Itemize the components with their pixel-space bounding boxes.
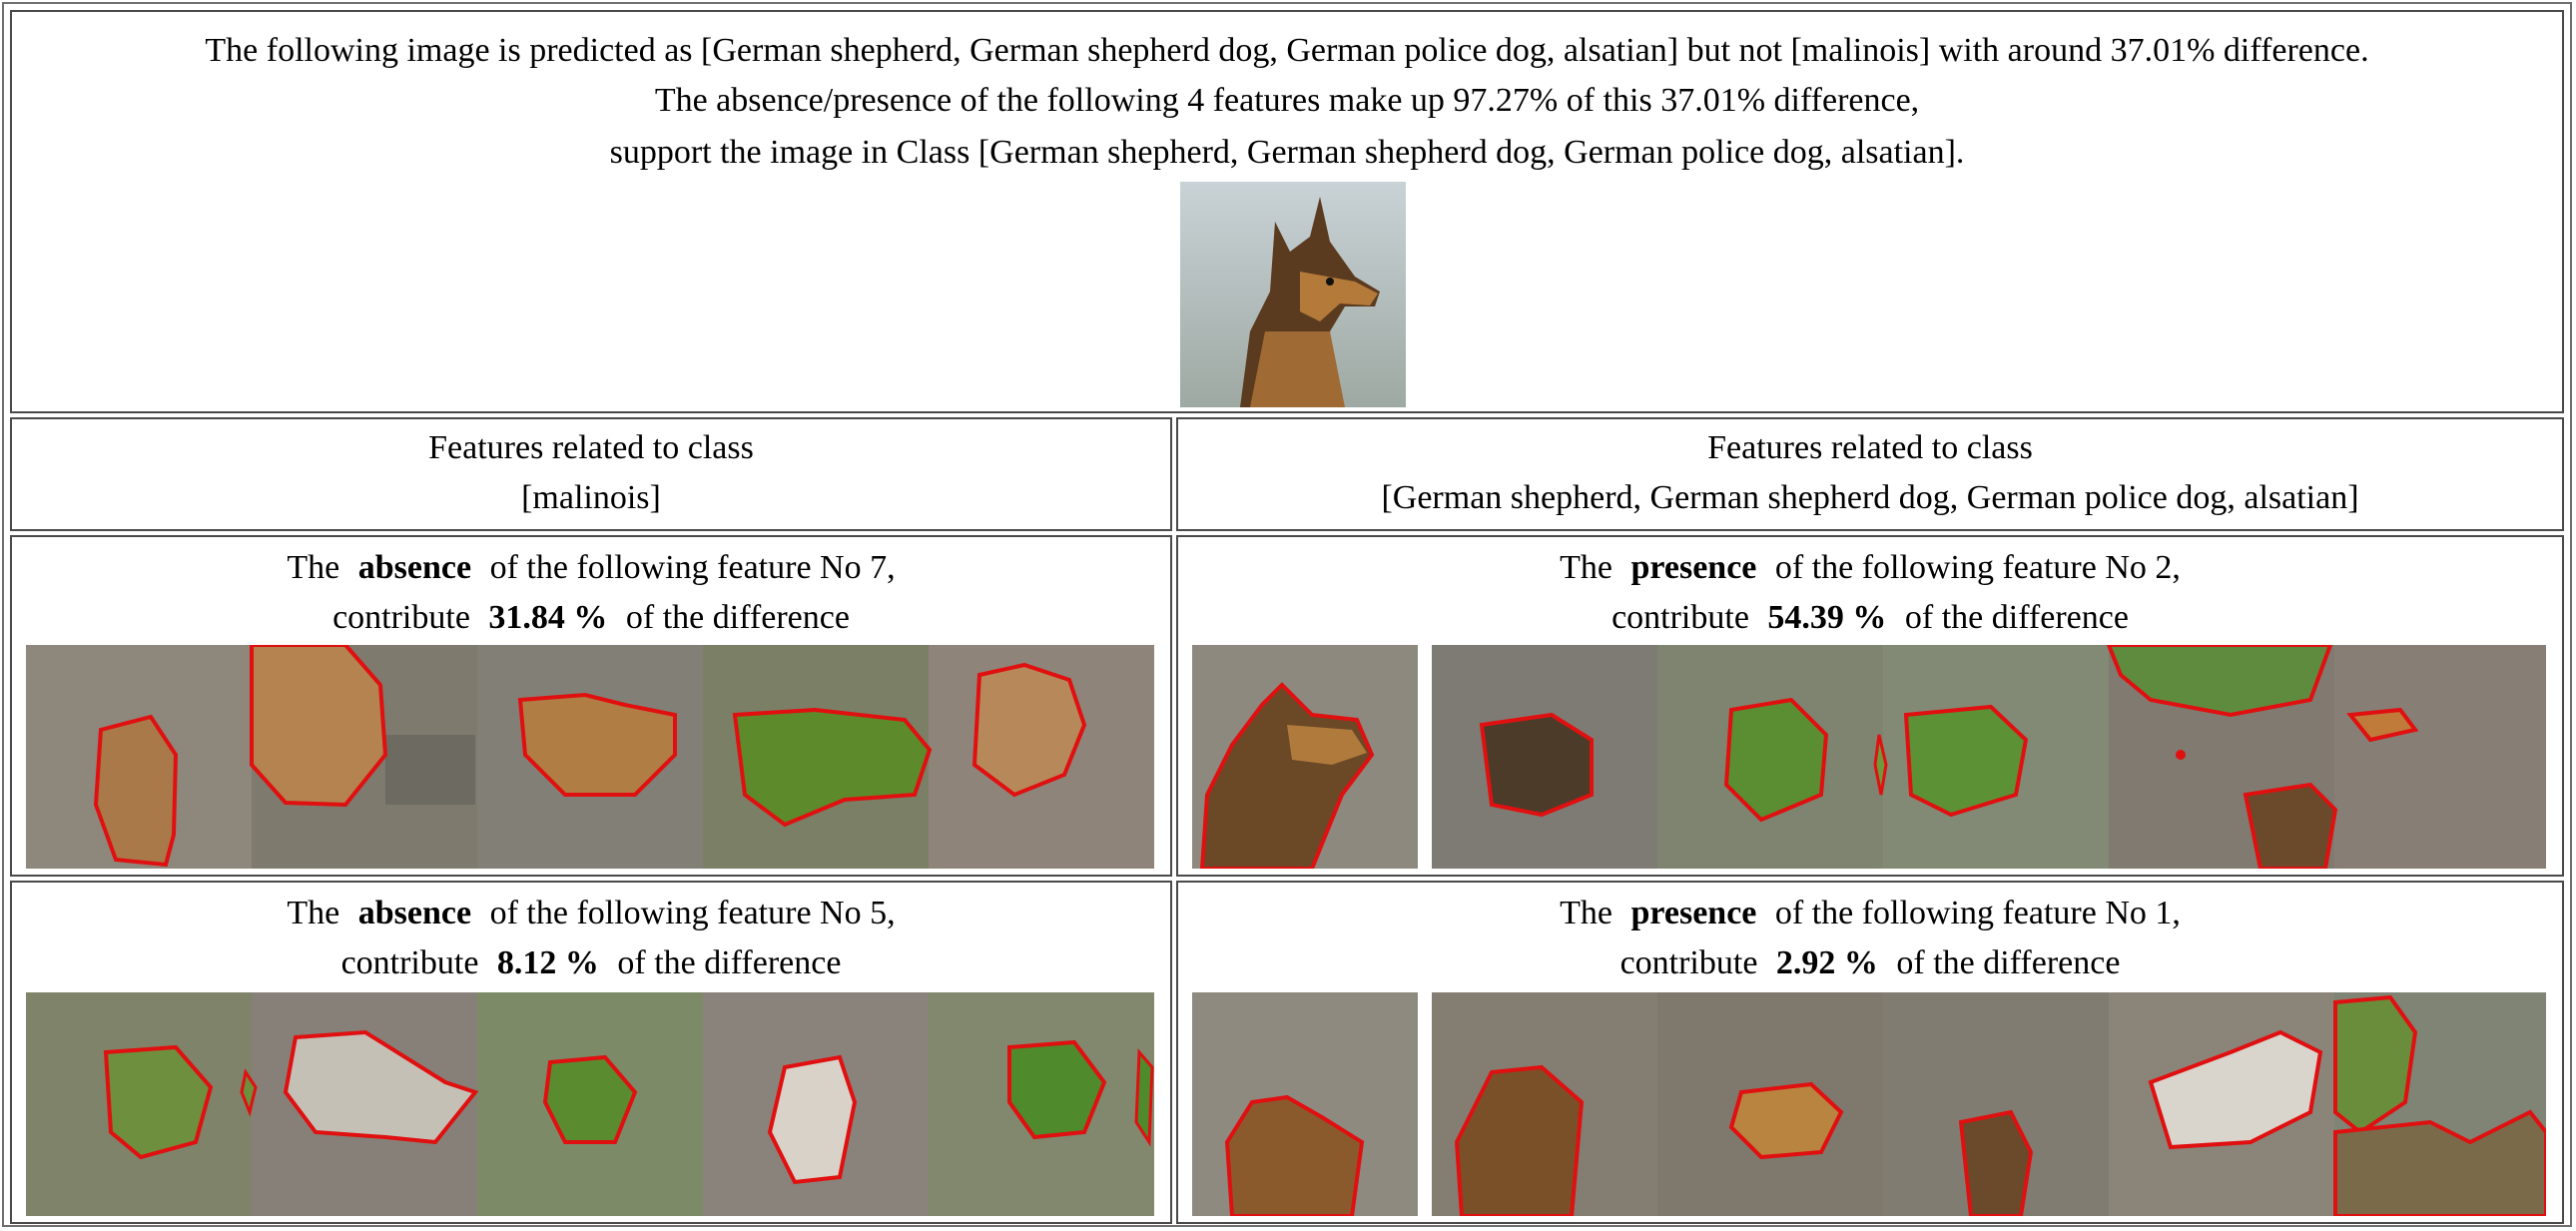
feature-thumbnail-strip: [1432, 645, 2546, 869]
feature-cell-left-2: The absence of the following feature No …: [10, 881, 1172, 1224]
feature-heading: The presence of the following feature No…: [1178, 543, 2562, 593]
header-cell: The following image is predicted as [Ger…: [10, 10, 2564, 413]
contribution-prefix: contribute: [340, 944, 479, 981]
contribution-percent: 54.39 %: [1767, 599, 1887, 636]
feature-prefix: The: [287, 895, 340, 931]
feature-heading: The presence of the following feature No…: [1178, 889, 2562, 938]
masked-dog-photo-grid: [1432, 645, 2546, 869]
feature-thumbnail-strip: [26, 645, 1154, 869]
contribution-percent: 2.92 %: [1775, 944, 1878, 981]
feature-kind: absence: [357, 549, 472, 586]
masked-dog-photo-grid: [26, 645, 1154, 869]
feature-contribution: contribute 8.12 % of the difference: [12, 938, 1170, 988]
feature-cell-right-2: The presence of the following feature No…: [1176, 881, 2564, 1224]
feature-cell-left-1: The absence of the following feature No …: [10, 535, 1172, 877]
left-column-title-1: Features related to class: [428, 429, 754, 466]
header-line-1: The following image is predicted as [Ger…: [205, 32, 2369, 69]
masked-dog-photo: [1192, 992, 1418, 1216]
right-column-title-1: Features related to class: [1707, 429, 2033, 466]
feature-heading: The absence of the following feature No …: [12, 543, 1170, 593]
feature-thumbnail-strip: [26, 992, 1154, 1216]
feature-suffix: of the following feature No 1,: [1774, 895, 2181, 931]
contribution-percent: 8.12 %: [496, 944, 599, 981]
contribution-prefix: contribute: [1611, 599, 1749, 636]
masked-dog-photo-grid: [1432, 992, 2546, 1216]
left-column-header: Features related to class [malinois]: [10, 417, 1172, 531]
feature-suffix: of the following feature No 7,: [489, 549, 896, 586]
header-line-3: support the image in Class [German sheph…: [609, 134, 1965, 171]
contribution-percent: 31.84 %: [488, 599, 608, 636]
contribution-suffix: of the difference: [1904, 599, 2129, 636]
feature-thumbnail-strip: [1432, 992, 2546, 1216]
contribution-prefix: contribute: [1619, 944, 1758, 981]
masked-dog-photo-grid: [26, 992, 1154, 1216]
feature-contribution: contribute 31.84 % of the difference: [12, 593, 1170, 643]
feature-cell-right-1: The presence of the following feature No…: [1176, 535, 2564, 877]
feature-contribution: contribute 54.39 % of the difference: [1178, 593, 2562, 643]
feature-suffix: of the following feature No 2,: [1774, 549, 2181, 586]
header-line-2: The absence/presence of the following 4 …: [654, 82, 1920, 119]
contribution-suffix: of the difference: [617, 944, 842, 981]
german-shepherd-photo: [1180, 182, 1406, 407]
contribution-prefix: contribute: [332, 599, 470, 636]
contribution-suffix: of the difference: [625, 599, 850, 636]
left-column-title-2: [malinois]: [521, 479, 661, 516]
feature-prefix: The: [287, 549, 340, 586]
query-image-masked: [1192, 645, 1418, 869]
feature-prefix: The: [1560, 549, 1612, 586]
query-image: [1180, 182, 1406, 407]
feature-kind: presence: [1630, 895, 1757, 931]
contribution-suffix: of the difference: [1896, 944, 2121, 981]
feature-prefix: The: [1560, 895, 1612, 931]
feature-kind: absence: [357, 895, 472, 931]
right-column-title-2: [German shepherd, German shepherd dog, G…: [1381, 479, 2359, 516]
right-column-header: Features related to class [German shephe…: [1176, 417, 2564, 531]
masked-dog-photo: [1192, 645, 1418, 869]
query-image-masked: [1192, 992, 1418, 1216]
feature-contribution: contribute 2.92 % of the difference: [1178, 938, 2562, 988]
feature-heading: The absence of the following feature No …: [12, 889, 1170, 938]
feature-kind: presence: [1630, 549, 1757, 586]
feature-suffix: of the following feature No 5,: [489, 895, 896, 931]
